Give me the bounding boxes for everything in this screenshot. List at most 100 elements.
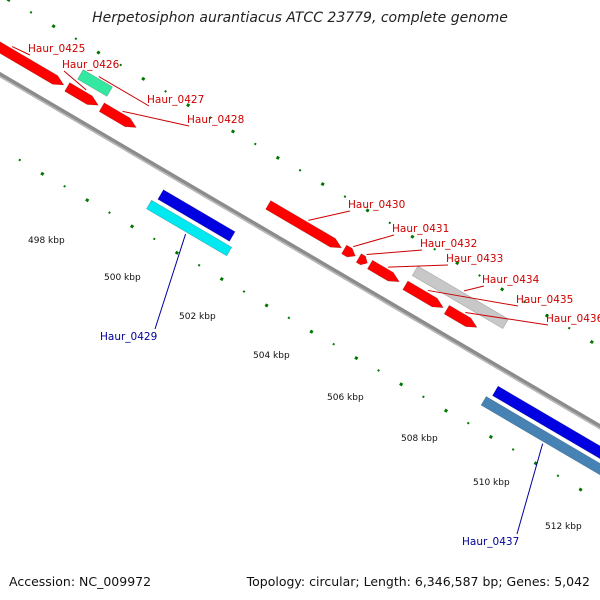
accession-text: Accession: NC_009972 bbox=[9, 574, 152, 589]
gene-label[interactable]: Haur_0433 bbox=[446, 253, 503, 265]
map-title: Herpetosiphon aurantiacus ATCC 23779, co… bbox=[92, 10, 508, 26]
gene-label[interactable]: Haur_0426 bbox=[62, 59, 120, 71]
gene-haur-0435[interactable] bbox=[402, 280, 446, 312]
gene-leader-line bbox=[98, 76, 150, 107]
ring-dot bbox=[478, 274, 481, 277]
ring-dot bbox=[443, 408, 449, 413]
gene-haur-0429[interactable] bbox=[157, 189, 236, 242]
gene-leader-line bbox=[388, 264, 449, 268]
gene-leader-line bbox=[122, 110, 190, 127]
gene-haur-0432[interactable] bbox=[355, 253, 370, 268]
ring-dot bbox=[40, 171, 45, 176]
gene-haur-0426[interactable] bbox=[64, 82, 101, 110]
gene-leader-line bbox=[516, 443, 544, 535]
ring-dot bbox=[544, 313, 550, 318]
gene-label[interactable]: Haur_0434 bbox=[482, 274, 540, 286]
gene-haur-0427[interactable] bbox=[77, 69, 113, 97]
gene-haur-0431[interactable] bbox=[341, 244, 358, 260]
ring-dot bbox=[388, 221, 392, 225]
gene-leader-line bbox=[427, 289, 519, 307]
tick-label: 506 kbp bbox=[327, 393, 364, 403]
ring-dot bbox=[74, 37, 78, 41]
tick-label: 512 kbp bbox=[545, 522, 582, 532]
ring-dot bbox=[6, 0, 11, 2]
ring-dot bbox=[522, 300, 526, 304]
ring-dot bbox=[164, 89, 167, 93]
ring-dot bbox=[455, 260, 460, 266]
ring-dot bbox=[343, 195, 347, 198]
tick-label: 504 kbp bbox=[253, 351, 290, 361]
ring-dot bbox=[298, 168, 302, 172]
ring-dot bbox=[186, 103, 191, 108]
gene-haur-0434[interactable] bbox=[411, 265, 509, 330]
gene-label[interactable]: Haur_0432 bbox=[420, 238, 477, 250]
gene-leader-line bbox=[308, 210, 351, 221]
ring-dot bbox=[230, 129, 236, 134]
gene-companion-strip[interactable] bbox=[146, 199, 233, 257]
tick-label: 508 kbp bbox=[401, 434, 438, 444]
gene-leader-line bbox=[465, 311, 549, 326]
ring-dot bbox=[119, 63, 123, 67]
gene-leader-line bbox=[154, 233, 187, 330]
gene-companion-strip[interactable] bbox=[480, 396, 600, 479]
ring-dot bbox=[18, 158, 22, 162]
ring-dot bbox=[209, 116, 212, 120]
backbone-line bbox=[0, 43, 600, 431]
ring-dot bbox=[253, 142, 257, 146]
ring-dot bbox=[578, 487, 583, 492]
ring-dot bbox=[320, 182, 325, 187]
ring-dot bbox=[365, 208, 370, 213]
gene-haur-0437[interactable] bbox=[492, 385, 600, 465]
gene-leader-line bbox=[464, 285, 485, 292]
ring-dot bbox=[377, 369, 380, 372]
ring-dot bbox=[488, 434, 493, 440]
gene-label[interactable]: Haur_0437 bbox=[462, 536, 519, 548]
ring-dot bbox=[130, 224, 135, 229]
tick-label: 498 kbp bbox=[28, 236, 65, 246]
gene-haur-0430[interactable] bbox=[265, 200, 344, 253]
tick-label: 510 kbp bbox=[473, 478, 510, 488]
gene-label[interactable]: Haur_0431 bbox=[392, 223, 449, 235]
ring-dot bbox=[399, 382, 404, 387]
gene-haur-0433[interactable] bbox=[367, 259, 401, 286]
tick-label: 502 kbp bbox=[179, 312, 216, 322]
ring-dot bbox=[500, 287, 505, 292]
ring-dot bbox=[63, 184, 66, 188]
gene-label[interactable]: Haur_0428 bbox=[187, 114, 244, 126]
gene-leader-line bbox=[11, 46, 31, 56]
gene-haur-0428[interactable] bbox=[98, 102, 139, 132]
gene-haur-0425[interactable] bbox=[0, 15, 66, 89]
ring-dot bbox=[422, 395, 425, 399]
gene-leader-line bbox=[63, 70, 87, 91]
ring-dot bbox=[85, 198, 90, 203]
ring-dot bbox=[275, 155, 280, 160]
ring-dot bbox=[264, 303, 269, 308]
ring-dot bbox=[511, 448, 515, 451]
ring-dot bbox=[287, 316, 291, 320]
ring-dot bbox=[174, 250, 179, 255]
gene-label[interactable]: Haur_0430 bbox=[348, 199, 405, 211]
ring-dot bbox=[51, 24, 56, 29]
tick-label: 500 kbp bbox=[104, 273, 141, 283]
gene-label[interactable]: Haur_0425 bbox=[28, 43, 85, 55]
ring-dot bbox=[556, 474, 560, 478]
ring-dot bbox=[29, 11, 33, 14]
ring-dot bbox=[354, 355, 359, 361]
gene-label[interactable]: Haur_0436 bbox=[546, 313, 600, 325]
ring-dot bbox=[108, 211, 111, 214]
ring-dot bbox=[567, 326, 571, 330]
ring-dot bbox=[219, 277, 224, 282]
ring-dot bbox=[332, 342, 336, 346]
gene-leader-line bbox=[353, 234, 395, 248]
gene-haur-0436[interactable] bbox=[443, 304, 479, 331]
gene-label[interactable]: Haur_0429 bbox=[100, 331, 157, 343]
ring-dot bbox=[197, 263, 201, 267]
gene-label[interactable]: Haur_0435 bbox=[516, 294, 573, 306]
ring-dot bbox=[96, 50, 101, 55]
gene-leader-line bbox=[366, 249, 423, 256]
ring-dot bbox=[466, 421, 470, 425]
ring-dot bbox=[309, 329, 314, 334]
gene-label[interactable]: Haur_0427 bbox=[147, 94, 204, 106]
ring-dot bbox=[433, 247, 437, 251]
